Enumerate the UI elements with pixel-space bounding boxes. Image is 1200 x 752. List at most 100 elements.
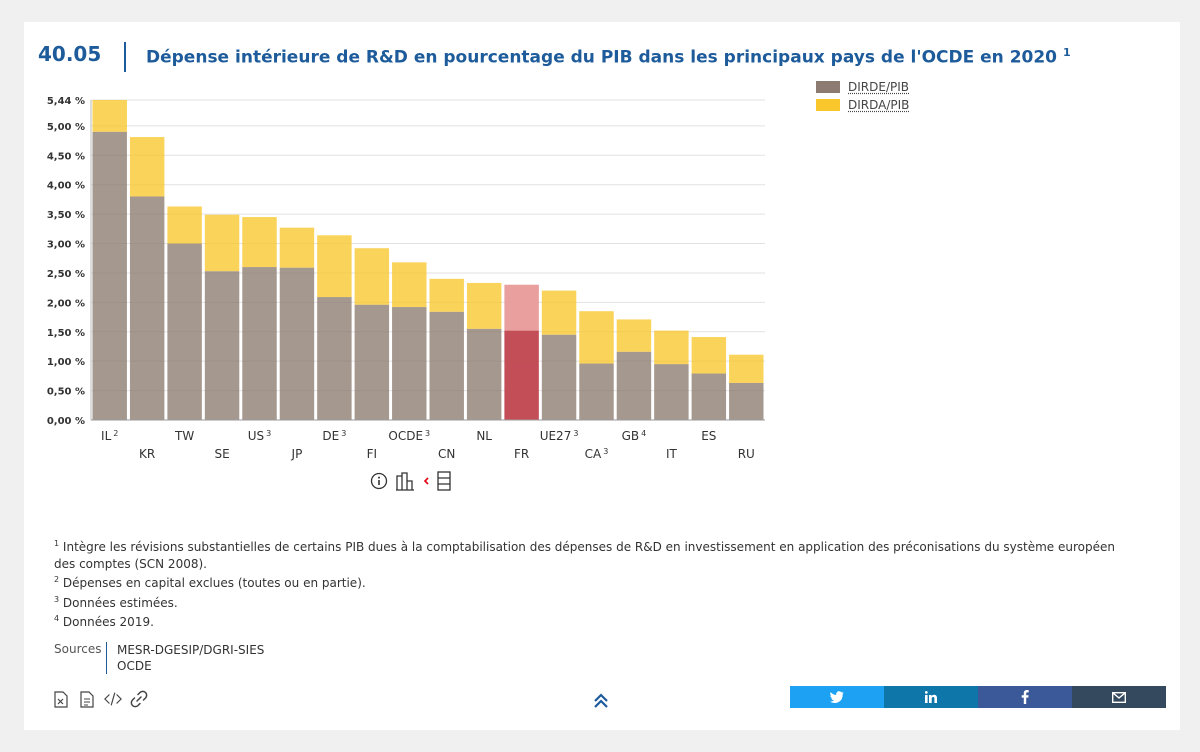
linkedin-share-button[interactable] <box>884 686 978 708</box>
bar-dirda-pib-us[interactable] <box>242 217 277 268</box>
y-tick-label: 0,00 % <box>47 416 85 427</box>
figure-header: 40.05 Dépense intérieure de R&D en pourc… <box>38 40 1158 76</box>
x-tick-note[interactable]: 2 <box>113 429 118 438</box>
y-tick-label: 2,50 % <box>47 269 85 280</box>
x-tick-note[interactable]: 3 <box>573 429 578 438</box>
title-footnote-ref[interactable]: 1 <box>1062 46 1071 59</box>
footnote-text: Données 2019. <box>62 615 154 629</box>
bar-chart-icon[interactable] <box>394 470 416 492</box>
bar-dirde-pib-tw[interactable] <box>167 243 202 420</box>
bar-dirda-pib-ue27[interactable] <box>541 290 577 335</box>
figure-card: 40.05 Dépense intérieure de R&D en pourc… <box>24 22 1180 730</box>
figure-number: 40.05 <box>38 42 102 66</box>
x-tick-label-it: IT <box>666 447 678 461</box>
x-tick-note[interactable]: 3 <box>266 429 271 438</box>
bar-dirda-pib-jp[interactable] <box>279 227 315 268</box>
y-tick-label: 0,50 % <box>47 387 85 398</box>
x-tick-label-fi: FI <box>367 447 377 461</box>
x-tick-note[interactable]: 3 <box>425 429 430 438</box>
legend-item-dirde[interactable]: DIRDE/PIB <box>816 80 909 94</box>
twitter-share-button[interactable] <box>790 686 884 708</box>
bar-dirde-pib-ue27[interactable] <box>541 334 577 420</box>
excel-download-icon[interactable] <box>52 690 70 708</box>
bar-dirde-pib-il[interactable] <box>92 131 127 420</box>
email-share-button[interactable] <box>1072 686 1166 708</box>
x-tick-note[interactable]: 3 <box>341 429 346 438</box>
bar-dirda-pib-ca[interactable] <box>579 311 614 364</box>
bar-dirde-pib-it[interactable] <box>654 364 689 420</box>
bar-dirda-pib-se[interactable] <box>204 214 240 272</box>
bar-dirde-pib-nl[interactable] <box>466 328 502 420</box>
bar-dirda-pib-ru[interactable] <box>729 354 764 383</box>
bar-dirda-pib-fr[interactable] <box>504 284 539 331</box>
x-tick-label-nl: NL <box>476 429 492 443</box>
figure-title: Dépense intérieure de R&D en pourcentage… <box>146 46 1071 68</box>
footnote-number: 3 <box>54 594 60 604</box>
bar-dirda-pib-es[interactable] <box>691 337 727 374</box>
footnote-2: 2 Dépenses en capital exclues (toutes ou… <box>54 572 1134 592</box>
footnote-text: Dépenses en capital exclues (toutes ou e… <box>62 576 366 590</box>
footnote-4: 4 Données 2019. <box>54 611 1134 631</box>
stacked-bar-chart: 0,00 % 0,50 % 1,00 % 1,50 % 2,00 % 2,50 % 3,00… <box>47 96 765 461</box>
bar-dirda-pib-il[interactable] <box>92 100 127 132</box>
bar-dirde-pib-cn[interactable] <box>429 311 464 420</box>
embed-code-icon[interactable] <box>104 690 122 708</box>
link-icon[interactable] <box>130 690 148 708</box>
header-separator <box>124 42 126 72</box>
table-icon[interactable] <box>436 470 452 492</box>
bar-dirda-pib-tw[interactable] <box>167 206 202 244</box>
bar-dirde-pib-de[interactable] <box>317 297 352 420</box>
facebook-icon <box>1021 690 1029 704</box>
bar-dirde-pib-ocde[interactable] <box>392 307 427 420</box>
source-item: OCDE <box>117 659 152 673</box>
y-tick-label: 2,00 % <box>47 298 85 309</box>
footnote-text: Intègre les révisions substantielles de … <box>54 540 1115 571</box>
y-tick-label: 1,50 % <box>47 328 85 339</box>
bar-dirde-pib-gb[interactable] <box>616 351 652 420</box>
footnotes: 1 Intègre les révisions substantielles d… <box>54 536 1134 631</box>
footnote-number: 4 <box>54 614 60 623</box>
y-tick-label: 3,50 % <box>47 210 85 221</box>
x-tick-note[interactable]: 4 <box>641 429 646 438</box>
bar-dirde-pib-ru[interactable] <box>729 382 764 420</box>
bar-dirda-pib-kr[interactable] <box>129 137 165 197</box>
bar-dirda-pib-de[interactable] <box>317 235 352 298</box>
bar-dirde-pib-us[interactable] <box>242 267 277 420</box>
bar-dirde-pib-es[interactable] <box>691 373 727 420</box>
x-tick-label-ca: CA 3 <box>585 447 609 461</box>
bar-dirde-pib-kr[interactable] <box>129 196 165 420</box>
footnote-number: 2 <box>54 575 60 584</box>
facebook-share-button[interactable] <box>978 686 1072 708</box>
legend-item-dirda[interactable]: DIRDA/PIB <box>816 98 909 112</box>
bar-dirda-pib-nl[interactable] <box>466 282 502 329</box>
chart-controls <box>370 470 452 492</box>
bar-dirda-pib-it[interactable] <box>654 330 689 365</box>
y-tick-label: 4,50 % <box>47 151 85 162</box>
bar-dirda-pib-gb[interactable] <box>616 319 652 352</box>
sources-list: MESR-DGESIP/DGRI-SIES OCDE <box>106 642 264 674</box>
footnote-1: 1 Intègre les révisions substantielles d… <box>54 536 1134 572</box>
x-tick-label-gb: GB 4 <box>622 429 647 443</box>
x-tick-label-de: DE 3 <box>322 429 346 443</box>
document-download-icon[interactable] <box>78 690 96 708</box>
x-tick-label-cn: CN <box>438 447 455 461</box>
back-to-top-icon[interactable] <box>592 692 610 710</box>
bar-dirda-pib-fi[interactable] <box>354 248 390 305</box>
x-tick-note[interactable]: 3 <box>603 447 608 456</box>
bar-dirda-pib-cn[interactable] <box>429 278 464 312</box>
chevron-left-icon[interactable] <box>422 475 430 487</box>
info-circle-icon[interactable] <box>370 472 388 490</box>
x-tick-label-ru: RU <box>738 447 755 461</box>
footnote-3: 3 Données estimées. <box>54 592 1134 612</box>
bar-dirde-pib-fr[interactable] <box>504 330 539 420</box>
legend-swatch-dirda <box>816 99 840 111</box>
bar-dirde-pib-jp[interactable] <box>279 267 315 420</box>
x-tick-label-il: IL 2 <box>101 429 118 443</box>
bar-dirde-pib-se[interactable] <box>204 271 240 420</box>
x-tick-label-us: US 3 <box>248 429 272 443</box>
email-icon <box>1112 691 1126 703</box>
bar-dirda-pib-ocde[interactable] <box>392 262 427 308</box>
bar-dirde-pib-fi[interactable] <box>354 304 390 420</box>
bar-dirde-pib-ca[interactable] <box>579 363 614 420</box>
x-tick-label-jp: JP <box>291 447 303 461</box>
